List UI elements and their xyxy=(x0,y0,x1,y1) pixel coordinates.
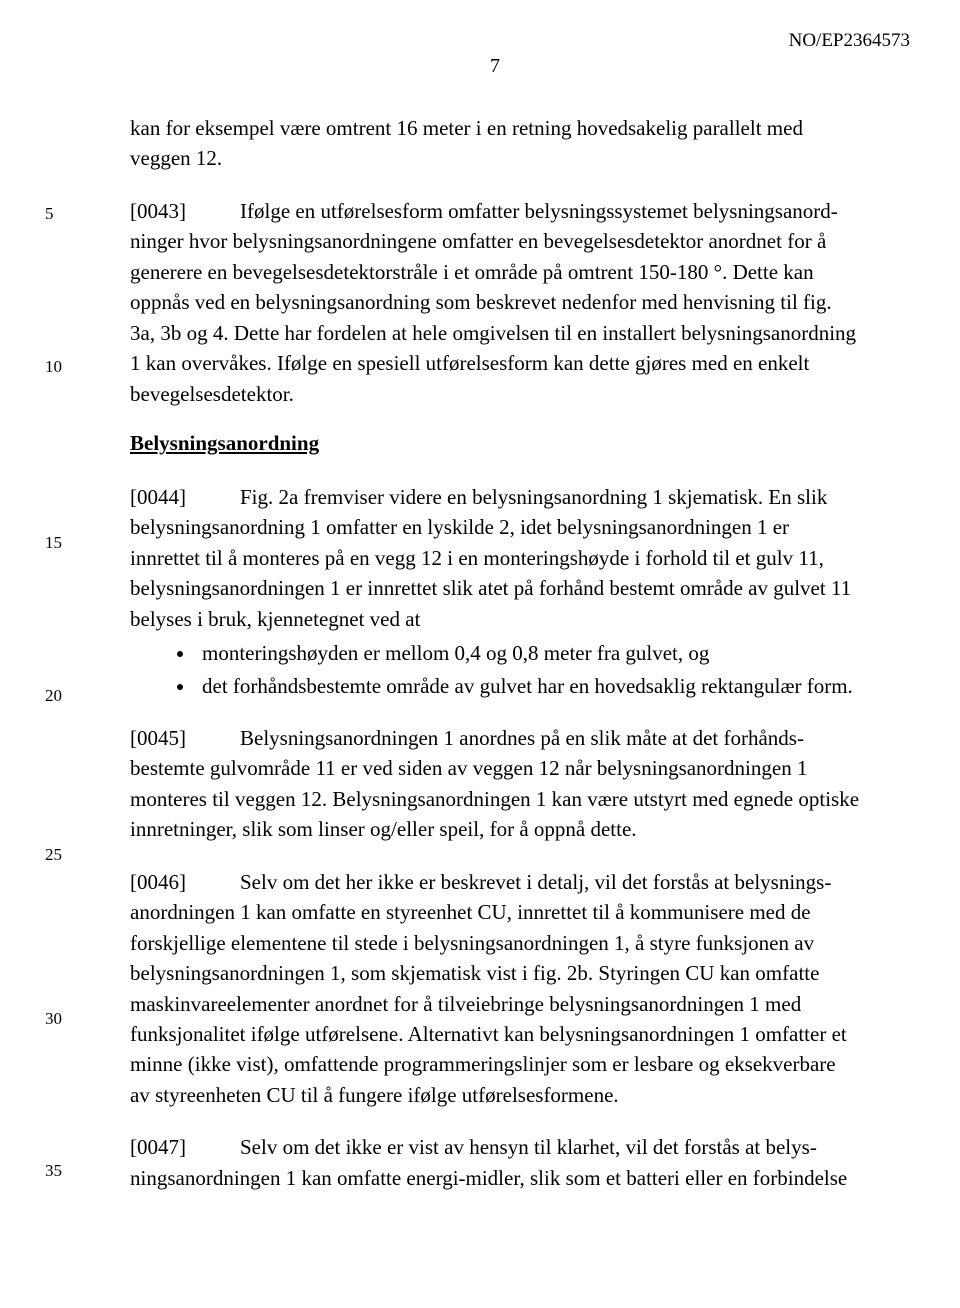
line-number-10: 10 xyxy=(45,357,62,377)
paragraph-body-0046: Selv om det her ikke er beskrevet i deta… xyxy=(130,870,847,1107)
paragraph-label-0043: [0043] xyxy=(130,196,240,226)
line-number-35: 35 xyxy=(45,1161,62,1181)
line-number-5: 5 xyxy=(45,204,54,224)
line-number-15: 15 xyxy=(45,533,62,553)
page-container: NO/EP2364573 7 5 10 15 20 25 30 35 kan f… xyxy=(0,0,960,1308)
bullet-list-0044: monteringshøyden er mellom 0,4 og 0,8 me… xyxy=(130,638,860,701)
paragraph-body-0043: Ifølge en utførelsesform omfatter belysn… xyxy=(130,199,856,406)
paragraph-body-0045: Belysningsanordningen 1 anordnes på en s… xyxy=(130,726,859,841)
paragraph-0044: [0044]Fig. 2a fremviser videre en belysn… xyxy=(130,482,860,634)
section-heading-belysningsanordning: Belysningsanordning xyxy=(130,431,860,456)
line-number-20: 20 xyxy=(45,686,62,706)
paragraph-0046: [0046]Selv om det her ikke er beskrevet … xyxy=(130,867,860,1111)
line-number-25: 25 xyxy=(45,845,62,865)
paragraph-label-0044: [0044] xyxy=(130,482,240,512)
paragraph-0043: [0043]Ifølge en utførelsesform omfatter … xyxy=(130,196,860,409)
bullet-item-2: det forhåndsbestemte område av gulvet ha… xyxy=(196,671,860,701)
paragraph-0045: [0045]Belysningsanordningen 1 anordnes p… xyxy=(130,723,860,845)
line-number-30: 30 xyxy=(45,1009,62,1029)
page-number: 7 xyxy=(130,55,860,78)
bullet-item-1: monteringshøyden er mellom 0,4 og 0,8 me… xyxy=(196,638,860,668)
paragraph-label-0046: [0046] xyxy=(130,867,240,897)
doc-reference: NO/EP2364573 xyxy=(789,30,910,52)
paragraph-label-0045: [0045] xyxy=(130,723,240,753)
paragraph-label-0047: [0047] xyxy=(130,1132,240,1162)
paragraph-0047: [0047]Selv om det ikke er vist av hensyn… xyxy=(130,1132,860,1193)
paragraph-intro: kan for eksempel være omtrent 16 meter i… xyxy=(130,113,860,174)
